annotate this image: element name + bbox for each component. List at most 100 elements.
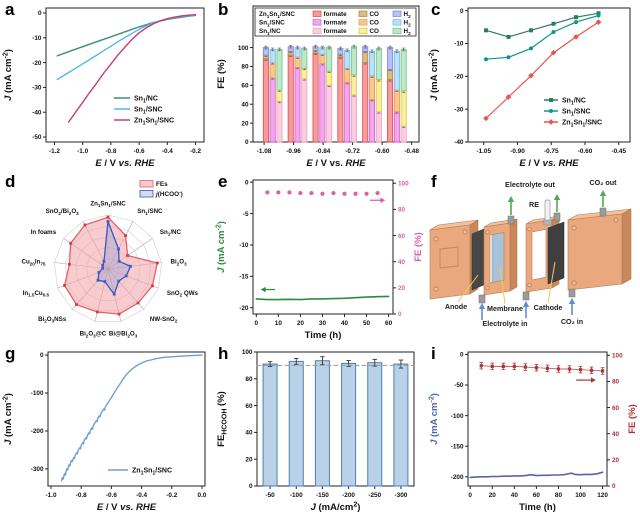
panel-c-chart: -1.05 -0.90 -0.75 -0.60 -0.45 0 -10 -20 -30 -40 E … [428, 7, 631, 169]
svg-text:-0.48: -0.48 [404, 148, 419, 155]
svg-text:0: 0 [460, 8, 464, 15]
svg-text:-0.60: -0.60 [375, 148, 390, 155]
svg-text:-20: -20 [32, 60, 42, 67]
svg-text:-300: -300 [31, 466, 44, 473]
svg-text:-0.4: -0.4 [162, 148, 173, 155]
electrolyte-in-arrow-2 [522, 301, 530, 318]
panel-letter-d: d [5, 172, 16, 191]
panel-i-chart: 0 20 40 60 80 100 120 0 -50 -100 -150 -200 Time (h) J… [428, 351, 638, 513]
svg-text:100: 100 [612, 352, 623, 359]
svg-text:FE (%): FE (%) [627, 404, 638, 434]
svg-text:10: 10 [275, 320, 283, 327]
svg-text:-20: -20 [454, 74, 464, 81]
svg-text:Bi2O3NSs: Bi2O3NSs [38, 316, 67, 324]
svg-text:-200: -200 [31, 428, 44, 435]
label-anode: Anode [445, 302, 467, 311]
axes-frame [47, 351, 206, 487]
svg-text:40: 40 [245, 430, 253, 437]
svg-text:-100: -100 [31, 390, 44, 397]
svg-text:100: 100 [575, 492, 586, 499]
svg-text:Sn1/SNC: Sn1/SNC [137, 208, 163, 216]
panel-letter-h: h [218, 344, 229, 363]
svg-text:0: 0 [255, 320, 259, 327]
port-bottom-cathode [522, 291, 530, 301]
svg-text:SnO2 QWs: SnO2 QWs [167, 290, 199, 298]
svg-text:-100: -100 [451, 413, 464, 420]
svg-text:J (mA/cm2): J (mA/cm2) [311, 501, 361, 513]
svg-text:-1.0: -1.0 [46, 492, 57, 499]
label-co2-in: CO₂ in [561, 317, 583, 326]
svg-text:0: 0 [468, 492, 472, 499]
svg-text:-0.90: -0.90 [510, 148, 525, 155]
svg-text:-0.6: -0.6 [134, 148, 145, 155]
svg-text:-1.0: -1.0 [77, 148, 88, 155]
svg-text:Zn1Sn1/SNC: Zn1Sn1/SNC [562, 119, 602, 128]
panel-a: a -1.2 -1.0 -0.8 -0.6 -0.4 -0.2 0 -10 -20 -30 -40-… [0, 0, 213, 172]
gas-end-plate [567, 208, 632, 291]
co2-in-arrow [568, 298, 576, 315]
svg-text:formate: formate [324, 11, 348, 18]
electrolyte-out-arrow-2 [553, 194, 561, 212]
membrane-leader-line [499, 266, 506, 305]
svg-text:20: 20 [241, 120, 249, 127]
svg-text:Zn1Sn1/SNC: Zn1Sn1/SNC [134, 117, 174, 126]
svg-text:-1.2: -1.2 [49, 148, 60, 155]
svg-text:100: 100 [242, 349, 253, 356]
svg-text:Zn1Sn1/SNC: Zn1Sn1/SNC [132, 467, 172, 476]
svg-text:J (mA cm-2): J (mA cm-2) [428, 49, 440, 101]
panel-e-chart: 0 10 20 30 40 50 60 0 -5 -10 -15 -20 Time (h) J (mA c… [215, 179, 424, 341]
svg-text:-0.75: -0.75 [544, 148, 559, 155]
svg-text:j(HCOO-): j(HCOO-) [155, 191, 183, 198]
svg-text:30: 30 [319, 320, 327, 327]
axes-frame [467, 351, 608, 487]
svg-text:80: 80 [245, 376, 253, 383]
port-bottom-gas [568, 288, 576, 298]
svg-text:SnO2/Bi2O3: SnO2/Bi2O3 [46, 208, 80, 216]
svg-text:0: 0 [38, 10, 42, 17]
svg-text:0.0: 0.0 [198, 492, 207, 499]
svg-text:20: 20 [398, 285, 406, 292]
cathode-sheet [547, 221, 565, 285]
electrolyte-in-arrow-1 [478, 303, 486, 320]
panel-letter-i: i [431, 344, 436, 363]
panel-e: e 0 10 20 30 40 50 60 0 -5 -10 -15 -20 Time (h) J (mA… [213, 172, 426, 344]
svg-text:Cu20In75: Cu20In75 [22, 259, 46, 267]
svg-text:-0.4: -0.4 [136, 492, 147, 499]
svg-text:-0.84: -0.84 [316, 148, 331, 155]
panel-b: b -1.08 -0.96 -0.84 -0.72 -0.60 -0.48 0 20 40 60 8… [213, 0, 426, 172]
panel-letter-b: b [218, 0, 229, 19]
panel-letter-e: e [218, 172, 228, 191]
electrolyte-out-arrow-1 [507, 196, 515, 215]
svg-text:Bi@Bi2O3: Bi@Bi2O3 [109, 331, 138, 339]
panel-g-chart: -1.0 -0.8 -0.6 -0.4 -0.2 0.0 0 -100 -200 -300 E / … [2, 351, 207, 513]
svg-text:-0.2: -0.2 [166, 492, 177, 499]
panel-h: h 0 20 40 60 80 100 J (mA/cm2) FEHCOOH (%) -50 -1… [213, 344, 426, 516]
panel-d-radar-chart: Zn1Sn1/SNC Sn1/SNC Sn1/NC Bi2O3 SnO2 QWs NW-S… [22, 180, 199, 339]
svg-text:-200: -200 [342, 492, 355, 499]
svg-text:Sn1/NC: Sn1/NC [134, 95, 158, 104]
svg-text:H2: H2 [404, 20, 412, 28]
svg-text:-200: -200 [451, 474, 464, 481]
svg-text:formate: formate [324, 28, 348, 35]
panel-letter-c: c [431, 0, 441, 19]
svg-text:40: 40 [341, 320, 349, 327]
svg-text:40: 40 [612, 431, 620, 438]
svg-text:FE (%): FE (%) [413, 232, 424, 262]
svg-text:J (mA cm-2): J (mA cm-2) [215, 221, 227, 273]
svg-text:CO: CO [370, 28, 380, 35]
svg-text:-30: -30 [454, 106, 464, 113]
svg-text:-0.6: -0.6 [106, 492, 117, 499]
svg-text:CO: CO [370, 11, 380, 18]
svg-text:In foams: In foams [31, 229, 57, 236]
svg-text:80: 80 [555, 492, 563, 499]
svg-text:0: 0 [40, 352, 44, 359]
port-top-membrane [507, 215, 515, 225]
svg-text:Sn1/SNC: Sn1/SNC [259, 20, 285, 28]
svg-text:0: 0 [398, 311, 402, 318]
svg-text:Sn1/NC: Sn1/NC [259, 28, 281, 36]
legend-box [254, 7, 417, 37]
panel-f-flow-cell-diagram: Electrolyte out CO₂ out RE Anode Membran… [429, 178, 632, 328]
svg-text:-150: -150 [316, 492, 329, 499]
svg-text:-1.05: -1.05 [476, 148, 491, 155]
